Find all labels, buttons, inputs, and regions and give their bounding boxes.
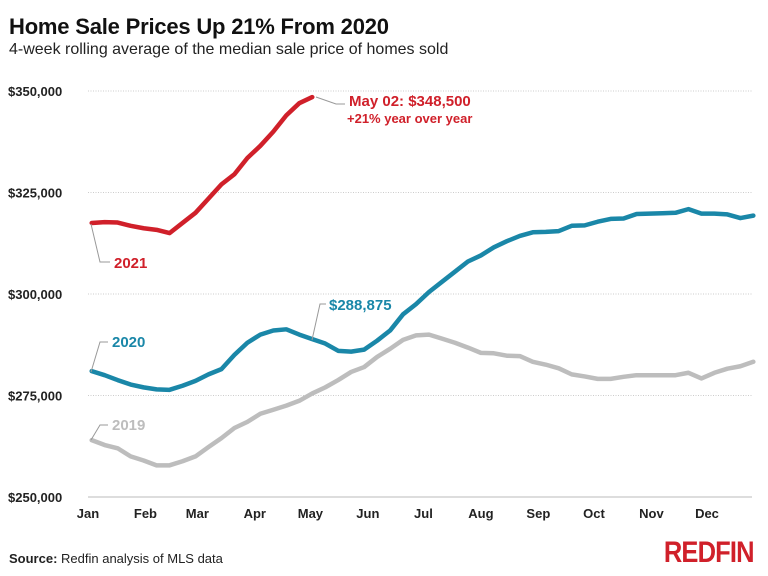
annotation-2021-yoy: +21% year over year <box>347 111 472 126</box>
leader-line <box>315 96 345 105</box>
x-tick-label: Jun <box>356 506 379 521</box>
x-tick-label: Oct <box>583 506 605 521</box>
y-tick-label: $350,000 <box>8 84 62 99</box>
leader-line <box>90 424 108 441</box>
leader-line <box>90 223 110 263</box>
x-tick-label: May <box>298 506 324 521</box>
x-tick-label: Apr <box>244 506 266 521</box>
x-tick-label: Mar <box>186 506 209 521</box>
series-label-2019: 2019 <box>112 417 145 434</box>
y-tick-label: $325,000 <box>8 186 62 201</box>
leader-line <box>90 341 108 373</box>
series-label-2021: 2021 <box>114 255 147 272</box>
series-line-2020 <box>89 206 756 393</box>
x-tick-label: Sep <box>526 506 550 521</box>
x-tick-label: Jan <box>77 506 99 521</box>
annotation-2021-value: May 02: $348,500 <box>349 93 471 110</box>
chart-subtitle: 4-week rolling average of the median sal… <box>9 41 449 58</box>
x-tick-label: Feb <box>134 506 157 521</box>
x-tick-label: Dec <box>695 506 719 521</box>
series-label-2020: 2020 <box>112 334 145 351</box>
x-tick-label: Aug <box>468 506 493 521</box>
x-tick-label: Jul <box>414 506 433 521</box>
chart-title: Home Sale Prices Up 21% From 2020 <box>9 14 389 39</box>
y-tick-label: $275,000 <box>8 389 62 404</box>
y-tick-label: $300,000 <box>8 287 62 302</box>
series-line-2021 <box>89 94 315 236</box>
series-line-2019 <box>89 332 756 468</box>
source-text: Redfin analysis of MLS data <box>57 551 223 566</box>
annotation-2020-value: $288,875 <box>329 297 392 314</box>
y-tick-label: $250,000 <box>8 490 62 505</box>
redfin-logo: REDFIN <box>664 536 755 569</box>
leader-line <box>311 303 326 341</box>
x-tick-label: Nov <box>639 506 664 521</box>
source-label: Source: <box>9 551 58 566</box>
source-note: Source: Redfin analysis of MLS data <box>9 551 223 566</box>
